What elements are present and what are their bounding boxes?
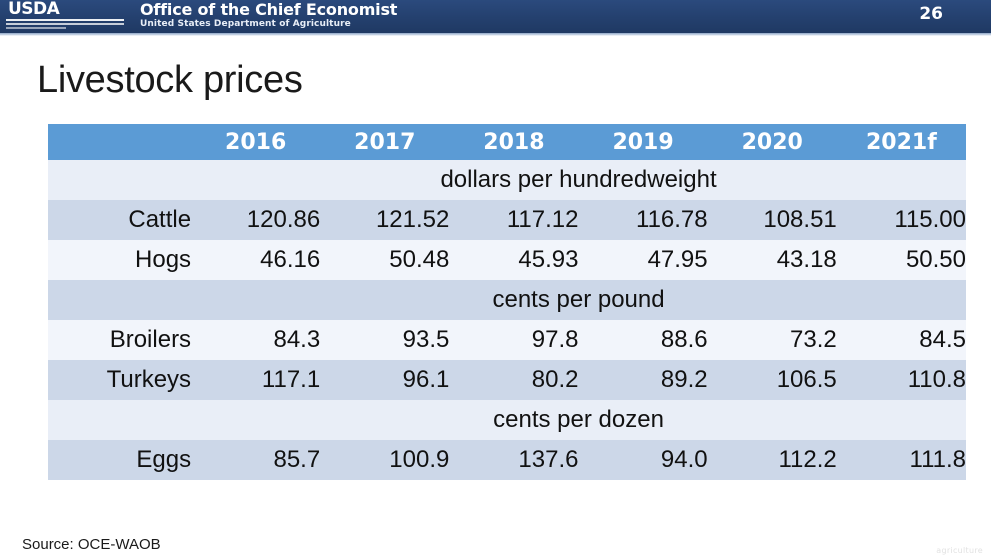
unit-row: dollars per hundredweight	[48, 160, 966, 200]
table-row: Turkeys 117.1 96.1 80.2 89.2 106.5 110.8	[48, 360, 966, 400]
logo-stripe-2	[6, 23, 124, 25]
cell-value: 94.0	[578, 440, 708, 480]
cell-value: 47.95	[578, 240, 708, 280]
cell-value: 117.1	[191, 360, 321, 400]
table-corner-cell	[48, 124, 192, 160]
unit-row: cents per dozen	[48, 400, 966, 440]
column-header-2021f: 2021f	[836, 124, 966, 160]
column-header-2016: 2016	[191, 124, 321, 160]
cell-value: 121.52	[320, 200, 450, 240]
row-label-eggs: Eggs	[48, 440, 192, 480]
row-label-broilers: Broilers	[48, 320, 192, 360]
banner-underline-divider	[0, 33, 991, 36]
cell-value: 50.48	[320, 240, 450, 280]
unit-row-blank-cell	[48, 280, 192, 320]
cell-value: 106.5	[707, 360, 837, 400]
logo-stripe-1	[6, 19, 124, 21]
page-title: Livestock prices	[37, 59, 303, 101]
table-row: Cattle 120.86 121.52 117.12 116.78 108.51 115.…	[48, 200, 966, 240]
cell-value: 85.7	[191, 440, 321, 480]
row-label-hogs: Hogs	[48, 240, 192, 280]
table-header-row: 2016 2017 2018 2019 2020 2021f	[48, 124, 966, 160]
banner-title-block: Office of the Chief Economist United Sta…	[140, 1, 397, 30]
unit-row-blank-cell	[48, 160, 192, 200]
column-header-2018: 2018	[449, 124, 579, 160]
cell-value: 116.78	[578, 200, 708, 240]
cell-value: 88.6	[578, 320, 708, 360]
agriculture-watermark: agriculture	[936, 546, 983, 555]
table-header: 2016 2017 2018 2019 2020 2021f	[48, 124, 966, 160]
cell-value: 112.2	[707, 440, 837, 480]
office-title: Office of the Chief Economist	[140, 0, 398, 19]
cell-value: 50.50	[836, 240, 966, 280]
table-row: Hogs 46.16 50.48 45.93 47.95 43.18 50.50	[48, 240, 966, 280]
usda-logo-text: USDA	[8, 0, 60, 19]
cell-value: 45.93	[449, 240, 579, 280]
cell-value: 110.8	[836, 360, 966, 400]
table-body: dollars per hundredweight Cattle 120.86 121…	[48, 160, 966, 480]
usda-logo-icon: USDA	[6, 0, 134, 32]
cell-value: 117.12	[449, 200, 579, 240]
cell-value: 137.6	[449, 440, 579, 480]
cell-value: 111.8	[836, 440, 966, 480]
page-number: 26	[919, 4, 943, 24]
cell-value: 115.00	[836, 200, 966, 240]
cell-value: 84.5	[836, 320, 966, 360]
cell-value: 84.3	[191, 320, 321, 360]
unit-label: dollars per hundredweight	[191, 160, 966, 200]
source-note: Source: OCE-WAOB	[22, 536, 161, 553]
table-row: Broilers 84.3 93.5 97.8 88.6 73.2 84.5	[48, 320, 966, 360]
cell-value: 46.16	[191, 240, 321, 280]
row-label-turkeys: Turkeys	[48, 360, 192, 400]
unit-label: cents per dozen	[191, 400, 966, 440]
row-label-cattle: Cattle	[48, 200, 192, 240]
cell-value: 93.5	[320, 320, 450, 360]
cell-value: 73.2	[707, 320, 837, 360]
department-subtitle: United States Department of Agriculture	[140, 19, 351, 29]
cell-value: 108.51	[707, 200, 837, 240]
logo-stripe-3	[6, 27, 66, 29]
livestock-prices-table: 2016 2017 2018 2019 2020 2021f dollars per hu…	[48, 124, 966, 480]
column-header-2020: 2020	[707, 124, 837, 160]
unit-row-blank-cell	[48, 400, 192, 440]
cell-value: 43.18	[707, 240, 837, 280]
table-row: Eggs 85.7 100.9 137.6 94.0 112.2 111.8	[48, 440, 966, 480]
cell-value: 89.2	[578, 360, 708, 400]
cell-value: 96.1	[320, 360, 450, 400]
column-header-2017: 2017	[320, 124, 450, 160]
cell-value: 120.86	[191, 200, 321, 240]
unit-row: cents per pound	[48, 280, 966, 320]
cell-value: 80.2	[449, 360, 579, 400]
unit-label: cents per pound	[191, 280, 966, 320]
cell-value: 100.9	[320, 440, 450, 480]
usda-header-banner: USDA Office of the Chief Economist Unite…	[0, 0, 991, 33]
column-header-2019: 2019	[578, 124, 708, 160]
cell-value: 97.8	[449, 320, 579, 360]
